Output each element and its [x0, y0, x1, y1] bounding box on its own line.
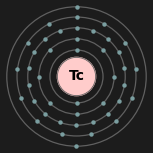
Text: Tc: Tc	[69, 69, 84, 84]
Circle shape	[57, 57, 96, 96]
